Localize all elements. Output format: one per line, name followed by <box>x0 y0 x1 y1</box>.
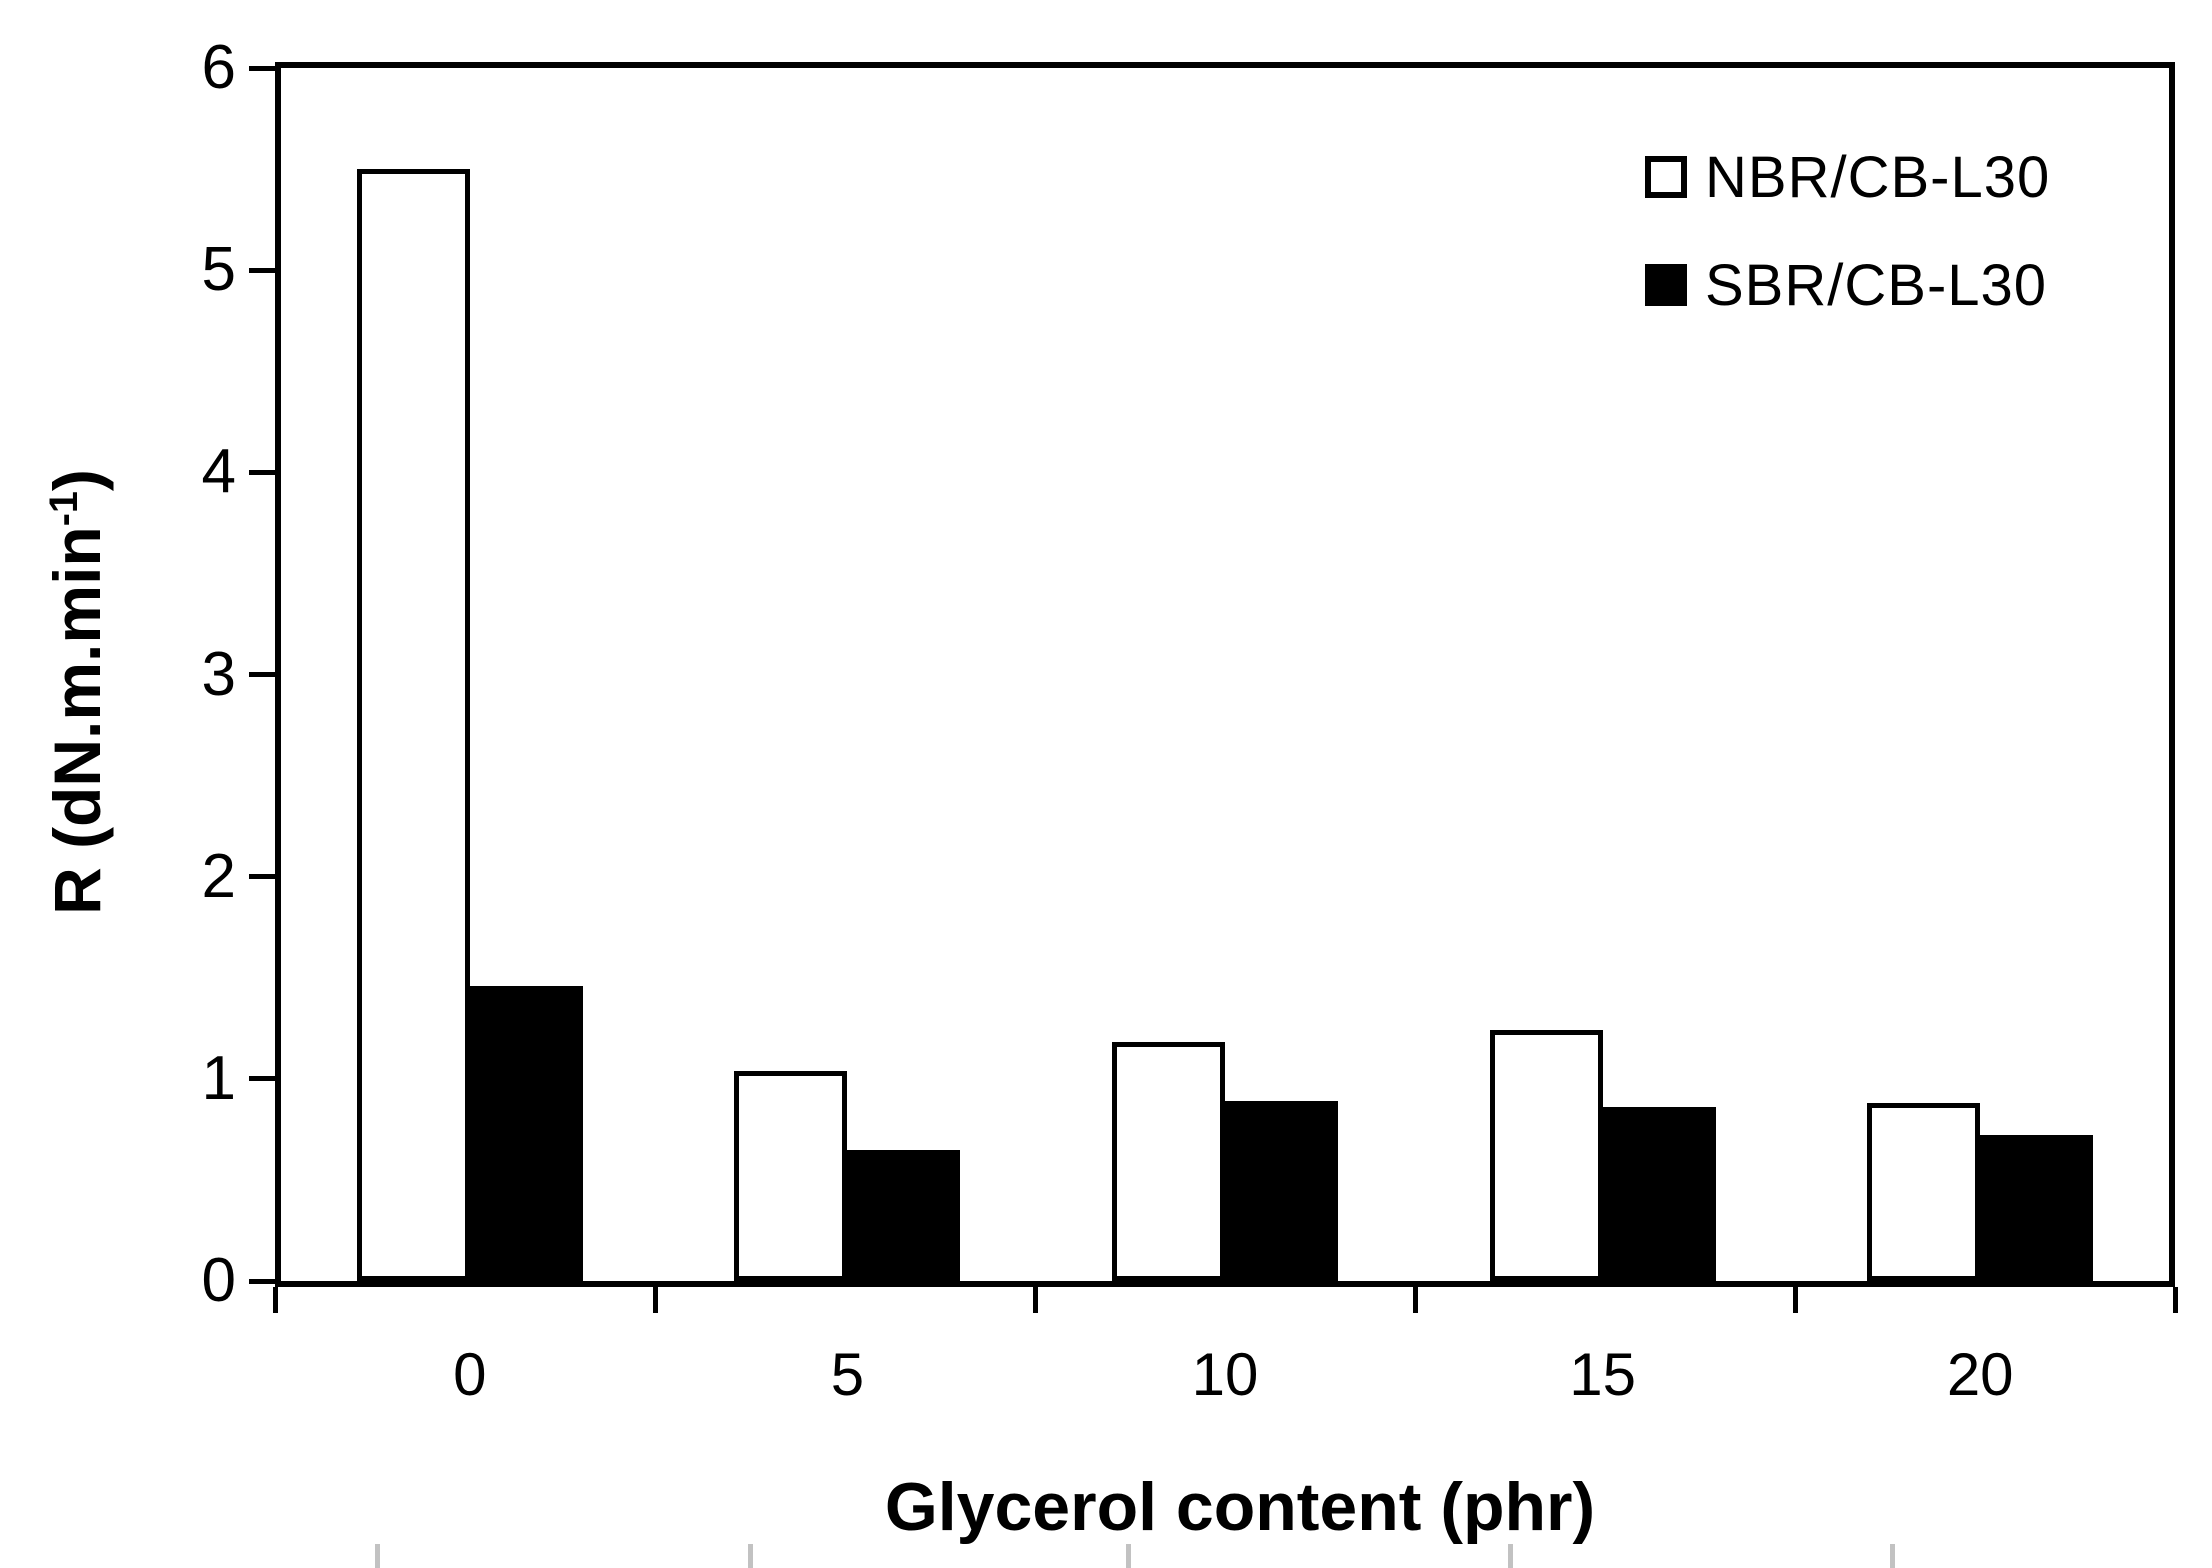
x-tick-label-20: 20 <box>1946 1341 2014 1408</box>
bar-sbr-glycerol-0 <box>469 985 583 1281</box>
bottom-edge-mark-1 <box>748 1544 753 1568</box>
x-tick-5 <box>2172 1287 2178 1313</box>
y-tick-label-1: 1 <box>201 1043 236 1113</box>
legend-item-nbr: NBR/CB-L30 <box>1645 140 2050 214</box>
bottom-edge-mark-2 <box>1126 1544 1131 1568</box>
x-tick-label-0: 0 <box>453 1341 487 1408</box>
y-tick-4 <box>249 469 275 475</box>
y-axis-title-text: R (dN.m.min <box>40 526 114 915</box>
bar-sbr-glycerol-15 <box>1602 1107 1716 1281</box>
x-tick-4 <box>1792 1287 1798 1313</box>
bar-nbr-glycerol-15 <box>1489 1030 1603 1281</box>
bottom-edge-mark-4 <box>1890 1544 1895 1568</box>
y-axis-title-superscript: -1 <box>42 491 86 527</box>
legend-item-sbr: SBR/CB-L30 <box>1645 248 2050 322</box>
y-tick-label-0: 0 <box>201 1246 236 1315</box>
x-tick-3 <box>1412 1287 1418 1313</box>
y-tick-label-5: 5 <box>201 235 236 305</box>
filled-square-swatch-icon <box>1645 264 1687 306</box>
y-tick-5 <box>249 267 275 273</box>
y-tick-2 <box>249 874 275 880</box>
bar-nbr-glycerol-0 <box>356 169 470 1281</box>
y-tick-3 <box>249 672 275 677</box>
y-tick-label-3: 3 <box>201 639 236 709</box>
y-axis-title: R (dN.m.min-1) <box>24 312 114 1072</box>
bar-sbr-glycerol-5 <box>847 1149 961 1281</box>
legend-label-sbr: SBR/CB-L30 <box>1705 252 2048 318</box>
bottom-edge-mark-0 <box>375 1544 380 1568</box>
x-tick-1 <box>652 1287 658 1313</box>
y-tick-0 <box>249 1278 275 1284</box>
x-tick-0 <box>272 1287 278 1313</box>
y-tick-6 <box>249 65 275 71</box>
y-axis-title-suffix: ) <box>40 469 114 492</box>
x-tick-label-5: 5 <box>830 1341 865 1408</box>
bottom-edge-mark-3 <box>1508 1544 1513 1568</box>
plot-frame <box>275 62 2175 1287</box>
bar-sbr-glycerol-20 <box>1980 1135 2094 1281</box>
legend-label-nbr: NBR/CB-L30 <box>1705 144 2051 210</box>
x-tick-label-15: 15 <box>1569 1341 1636 1408</box>
legend: NBR/CB-L30 SBR/CB-L30 <box>1645 140 2050 356</box>
bar-nbr-glycerol-5 <box>734 1070 848 1281</box>
bar-nbr-glycerol-10 <box>1112 1042 1225 1281</box>
x-tick-2 <box>1032 1287 1038 1313</box>
y-tick-1 <box>249 1076 275 1082</box>
y-tick-label-2: 2 <box>201 841 236 911</box>
x-tick-label-10: 10 <box>1191 1341 1259 1408</box>
bar-sbr-glycerol-10 <box>1225 1101 1338 1281</box>
y-tick-label-6: 6 <box>201 33 236 102</box>
x-axis-title: Glycerol content (phr) <box>884 1469 1596 1545</box>
bar-nbr-glycerol-20 <box>1867 1103 1981 1281</box>
open-square-swatch-icon <box>1645 156 1687 198</box>
y-tick-label-4: 4 <box>201 437 236 507</box>
